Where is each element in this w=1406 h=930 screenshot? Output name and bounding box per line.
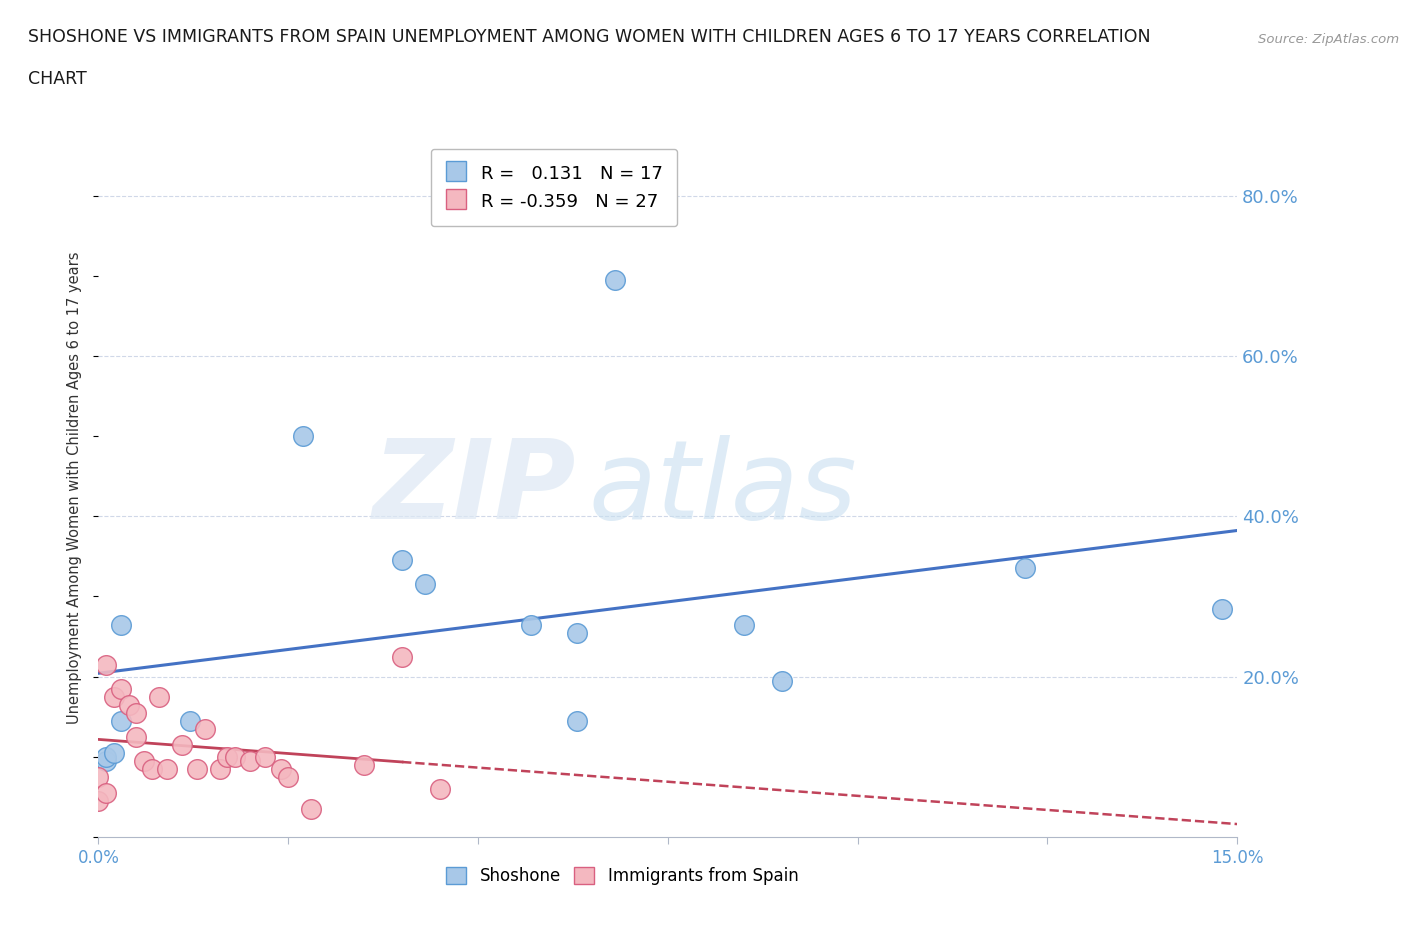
Point [94,786,117,801]
Point [148,689,170,704]
Y-axis label: Unemployment Among Women with Children Ages 6 to 17 years: Unemployment Among Women with Children A… [67,252,83,724]
Point [391,553,413,568]
Text: Source: ZipAtlas.com: Source: ZipAtlas.com [1258,33,1399,46]
Point [565,625,588,640]
Point [94,750,117,764]
Point [429,781,451,796]
Point [733,618,755,632]
Point [125,729,148,744]
Point [87,793,110,808]
Point [156,762,179,777]
Point [170,737,193,752]
Point [179,713,201,728]
Point [353,757,375,772]
Point [1014,561,1036,576]
Text: SHOSHONE VS IMMIGRANTS FROM SPAIN UNEMPLOYMENT AMONG WOMEN WITH CHILDREN AGES 6 : SHOSHONE VS IMMIGRANTS FROM SPAIN UNEMPL… [28,28,1150,46]
Text: ZIP: ZIP [373,434,576,542]
Point [103,745,125,760]
Point [110,618,132,632]
Point [110,682,132,697]
Point [110,713,132,728]
Text: atlas: atlas [588,434,856,542]
Point [277,769,299,784]
Point [141,762,163,777]
Point [270,762,292,777]
Point [132,753,155,768]
Point [224,750,246,764]
Point [292,429,315,444]
Point [239,753,262,768]
Point [194,722,217,737]
Point [186,762,208,777]
Point [391,649,413,664]
Point [217,750,239,764]
Point [118,698,141,712]
Point [254,750,277,764]
Text: CHART: CHART [28,70,87,87]
Point [413,577,436,591]
Point [1211,601,1233,616]
Point [565,713,588,728]
Point [87,769,110,784]
Point [299,802,322,817]
Point [94,753,117,768]
Point [770,673,793,688]
Point [208,762,231,777]
Point [603,272,626,287]
Point [94,658,117,672]
Legend: Shoshone, Immigrants from Spain: Shoshone, Immigrants from Spain [440,860,806,892]
Point [125,705,148,720]
Point [103,689,125,704]
Point [520,618,543,632]
